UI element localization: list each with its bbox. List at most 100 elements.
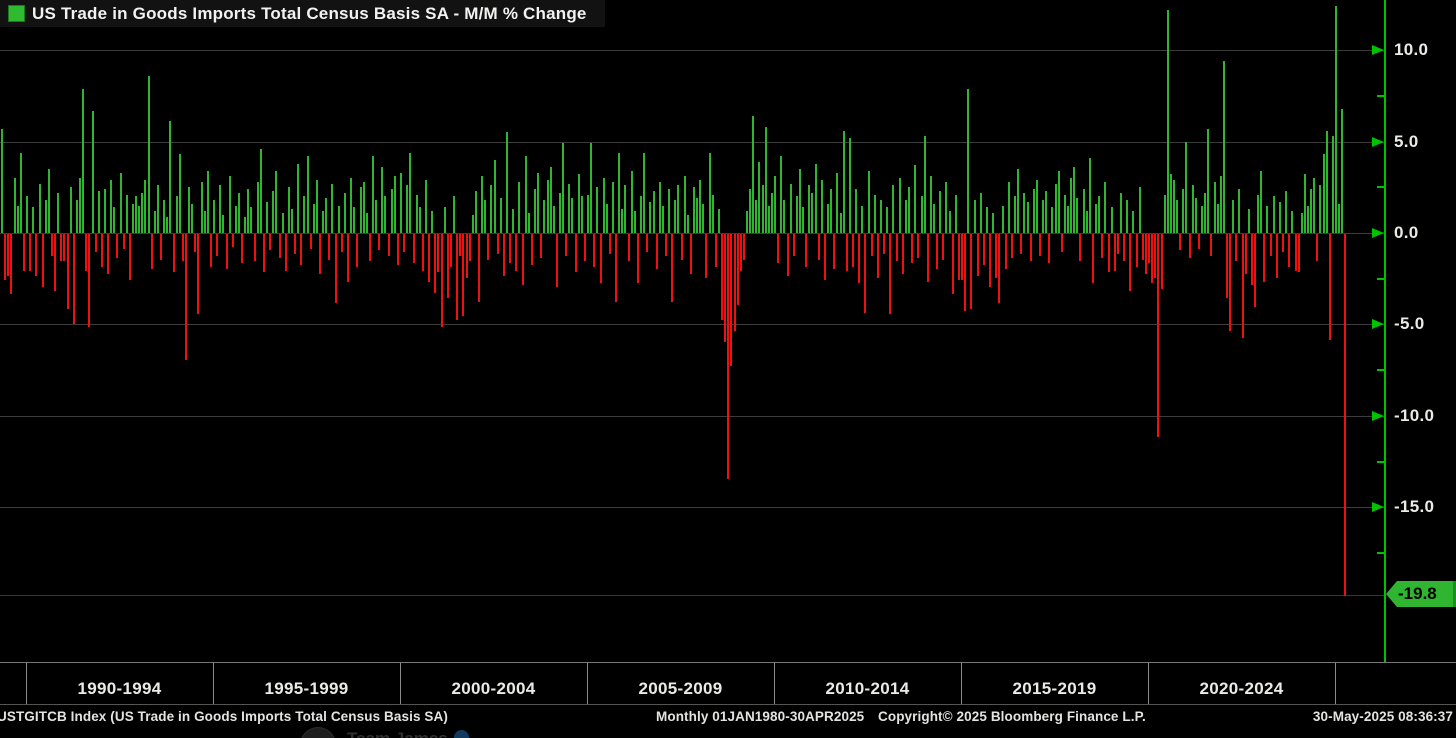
bar: [655, 234, 658, 269]
bar: [814, 164, 817, 233]
bar: [22, 234, 25, 271]
bar: [811, 193, 814, 233]
bar: [384, 196, 387, 233]
bar: [1091, 234, 1094, 283]
bar: [334, 234, 337, 303]
bar: [359, 187, 362, 233]
bar: [259, 149, 262, 233]
bar: [842, 131, 845, 233]
bar: [200, 182, 203, 233]
chart-legend[interactable]: US Trade in Goods Imports Total Census B…: [0, 0, 605, 27]
bar: [1260, 171, 1263, 233]
bar: [1107, 234, 1110, 272]
bar: [1232, 200, 1235, 233]
bar: [730, 234, 733, 366]
bar: [390, 189, 393, 233]
bar: [356, 234, 359, 267]
bar: [596, 187, 599, 233]
bar: [50, 234, 53, 256]
chart-plot-area[interactable]: 10.0 5.0 0.0 -5.0 -10.0 -15.0 -19.8: [0, 0, 1456, 663]
bar: [275, 171, 278, 233]
bar: [1272, 196, 1275, 233]
bar: [481, 176, 483, 233]
bar: [415, 195, 418, 233]
bar: [85, 234, 88, 271]
bar: [57, 193, 60, 233]
bar: [16, 206, 19, 233]
bar: [502, 234, 505, 276]
bar: [1054, 184, 1057, 233]
bar: [624, 185, 627, 233]
bar: [886, 207, 889, 233]
bar: [1335, 6, 1337, 233]
bar: [577, 174, 580, 233]
bar: [1235, 234, 1238, 261]
bar: [113, 207, 116, 233]
bar: [125, 195, 128, 233]
bar: [406, 185, 409, 233]
bar: [855, 189, 857, 233]
bar: [278, 234, 281, 258]
bar: [823, 234, 826, 280]
bar: [72, 234, 75, 324]
bar: [1163, 195, 1166, 233]
bar: [29, 234, 32, 271]
bar: [19, 153, 22, 233]
bar: [1110, 207, 1113, 233]
bar: [880, 200, 882, 233]
bar: [746, 211, 748, 233]
bar: [1194, 198, 1197, 233]
bar: [527, 213, 530, 233]
bar: [721, 234, 723, 320]
bar: [1070, 178, 1073, 233]
bar: [827, 204, 829, 233]
bar: [281, 213, 284, 233]
bar: [1191, 185, 1194, 233]
bar: [711, 195, 714, 233]
bar: [462, 234, 465, 316]
bar: [116, 234, 119, 258]
bar: [135, 196, 138, 233]
bar: [468, 234, 471, 261]
bar: [764, 127, 767, 233]
bar: [1038, 234, 1041, 256]
bar: [1188, 234, 1191, 258]
avatar[interactable]: [300, 727, 336, 738]
bar: [241, 234, 244, 263]
bar: [44, 200, 47, 233]
bar: [580, 196, 583, 233]
bar: [409, 153, 412, 233]
bar: [1288, 234, 1291, 267]
bar: [1079, 234, 1082, 261]
bar: [633, 211, 636, 233]
bar: [565, 234, 568, 256]
bar: [1113, 234, 1116, 271]
bar: [107, 234, 109, 274]
bar: [618, 153, 621, 233]
bar: [228, 176, 231, 233]
bar: [272, 191, 275, 233]
bar: [403, 234, 406, 252]
bar: [499, 198, 502, 233]
bar: [213, 200, 215, 233]
gridline: [0, 324, 1385, 325]
bar: [717, 209, 720, 233]
x-tick: [961, 663, 962, 704]
bar: [995, 234, 998, 278]
bar: [1313, 178, 1316, 233]
bar: [315, 180, 318, 233]
data-range: Monthly 01JAN1980-30APR2025: [656, 709, 865, 724]
bar: [1029, 234, 1032, 261]
bar: [493, 160, 496, 233]
bar: [1229, 234, 1231, 331]
bar: [132, 204, 134, 233]
x-axis-label: 2000-2004: [451, 679, 536, 698]
y-minor-tick: [1377, 186, 1384, 189]
bar: [496, 234, 499, 254]
x-axis-label: 2005-2009: [638, 679, 723, 698]
bar: [552, 206, 555, 233]
bar: [705, 234, 708, 278]
bar: [396, 234, 399, 265]
bar: [1045, 191, 1048, 233]
bar: [60, 234, 63, 261]
